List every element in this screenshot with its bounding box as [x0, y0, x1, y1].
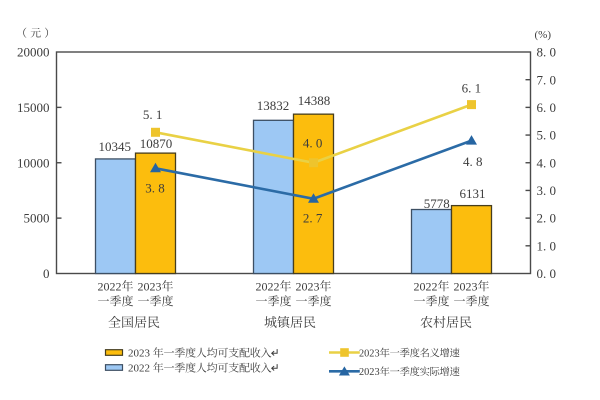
svg-text:4. 0: 4. 0	[303, 136, 323, 151]
svg-text:10345: 10345	[99, 139, 132, 154]
svg-text:2022: 2022	[128, 363, 150, 375]
svg-text:6. 1: 6. 1	[462, 81, 482, 96]
svg-text:5778: 5778	[424, 196, 450, 211]
svg-text:20000: 20000	[17, 45, 50, 60]
svg-text:8. 0: 8. 0	[537, 45, 557, 60]
svg-text:2023: 2023	[128, 348, 151, 360]
svg-text:2023: 2023	[359, 367, 380, 378]
svg-text:2023: 2023	[454, 279, 478, 293]
svg-text:5. 1: 5. 1	[143, 107, 163, 122]
svg-text:10870: 10870	[140, 136, 173, 151]
svg-text:3. 8: 3. 8	[145, 181, 165, 196]
svg-text:5000: 5000	[24, 211, 50, 226]
svg-text:10000: 10000	[17, 155, 50, 170]
svg-text:7. 0: 7. 0	[537, 72, 557, 87]
svg-text:14388: 14388	[298, 93, 331, 108]
svg-text:2. 7: 2. 7	[303, 210, 323, 225]
svg-text:1. 0: 1. 0	[537, 238, 557, 253]
svg-text:4. 8: 4. 8	[463, 154, 483, 169]
svg-text:6. 0: 6. 0	[537, 100, 557, 115]
svg-text:13832: 13832	[257, 98, 290, 113]
svg-text:6131: 6131	[460, 186, 486, 201]
svg-text:2023: 2023	[296, 279, 320, 293]
svg-text:2023: 2023	[359, 348, 380, 359]
svg-text:2. 0: 2. 0	[537, 211, 557, 226]
svg-text:(%): (%)	[535, 29, 552, 41]
svg-text:3. 0: 3. 0	[537, 183, 557, 198]
svg-text:0. 0: 0. 0	[537, 266, 557, 281]
svg-text:5. 0: 5. 0	[537, 128, 557, 143]
svg-text:0: 0	[43, 266, 50, 281]
svg-text:2022: 2022	[414, 279, 438, 293]
svg-text:2022: 2022	[98, 279, 122, 293]
svg-text:2023: 2023	[138, 279, 162, 293]
svg-text:4. 0: 4. 0	[537, 155, 557, 170]
svg-text:15000: 15000	[17, 100, 50, 115]
svg-text:2022: 2022	[256, 279, 280, 293]
